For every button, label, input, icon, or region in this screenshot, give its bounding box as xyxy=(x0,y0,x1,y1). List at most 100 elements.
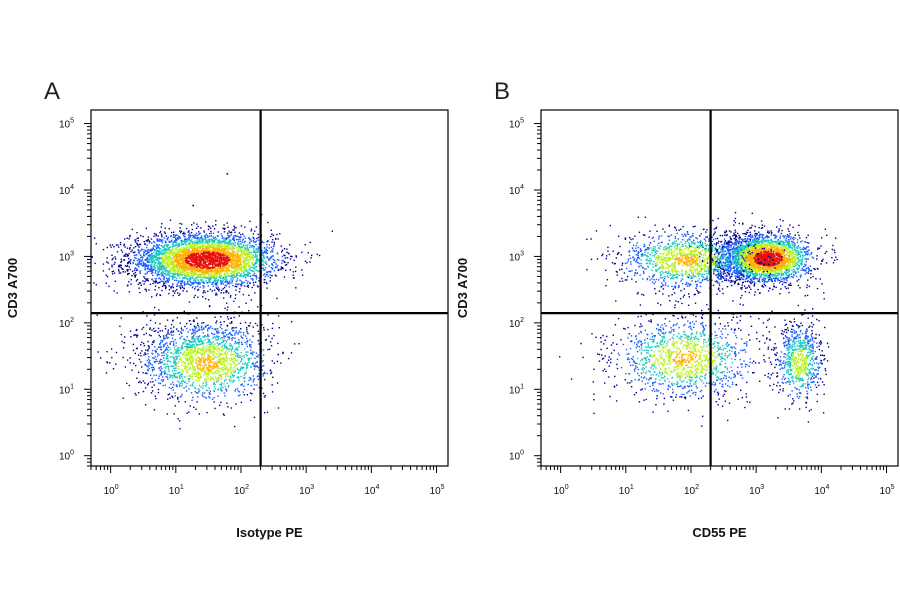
event-dot xyxy=(162,277,165,280)
event-dot xyxy=(282,259,284,262)
event-dot xyxy=(166,252,168,254)
event-dot xyxy=(169,246,172,248)
event-dot xyxy=(214,280,217,283)
event-dot xyxy=(158,334,160,337)
event-dot xyxy=(211,290,213,292)
event-dot xyxy=(165,264,167,266)
event-dot xyxy=(148,240,150,242)
event-dot xyxy=(249,345,251,347)
event-dot xyxy=(238,236,240,238)
event-dot xyxy=(234,332,236,334)
event-dot xyxy=(238,331,240,334)
event-dot xyxy=(201,322,203,324)
event-dot xyxy=(190,284,192,286)
event-dot xyxy=(246,246,249,249)
event-dot xyxy=(178,333,181,336)
event-dot xyxy=(147,236,150,238)
event-dot xyxy=(128,384,130,387)
event-dot xyxy=(226,309,228,311)
event-dot xyxy=(177,260,180,262)
event-dot xyxy=(188,248,190,250)
event-dot xyxy=(230,272,232,275)
event-dot xyxy=(126,247,129,249)
event-dot xyxy=(191,399,193,401)
event-dot xyxy=(242,252,245,255)
event-dot xyxy=(134,271,136,274)
event-dot xyxy=(189,255,192,257)
event-dot xyxy=(161,260,164,262)
event-dot xyxy=(205,259,207,261)
event-dot xyxy=(229,275,231,277)
event-dot xyxy=(143,283,145,285)
event-dot xyxy=(204,235,206,237)
event-dot xyxy=(190,274,193,276)
event-dot xyxy=(224,239,226,241)
event-dot xyxy=(215,256,217,258)
event-dot xyxy=(147,255,149,257)
event-dot xyxy=(155,255,157,257)
event-dot xyxy=(209,392,211,395)
event-dot xyxy=(179,256,181,258)
event-dot xyxy=(263,329,265,331)
event-dot xyxy=(220,247,222,249)
event-dot xyxy=(139,260,141,262)
event-dot xyxy=(298,343,300,345)
event-dot xyxy=(225,280,227,283)
event-dot xyxy=(153,232,156,235)
event-dot xyxy=(188,252,191,255)
event-dot xyxy=(151,343,153,346)
event-dot xyxy=(249,256,251,258)
event-dot xyxy=(218,242,220,244)
event-dot xyxy=(205,389,208,392)
event-dot xyxy=(160,266,162,268)
event-dot xyxy=(261,267,263,269)
event-dot xyxy=(237,265,239,267)
event-dot xyxy=(178,236,180,239)
event-dot xyxy=(163,337,165,339)
event-dot xyxy=(235,260,237,262)
event-dot xyxy=(189,268,191,270)
event-dot xyxy=(213,396,215,399)
event-dot xyxy=(256,265,258,268)
event-dot xyxy=(142,342,145,345)
event-dot xyxy=(250,253,252,256)
event-dot xyxy=(157,346,160,349)
event-dot xyxy=(161,240,163,243)
event-dot xyxy=(249,265,252,267)
event-dot xyxy=(170,327,172,329)
event-dot xyxy=(183,273,186,275)
event-dot xyxy=(172,381,174,384)
event-dot xyxy=(252,282,255,284)
event-dot xyxy=(202,395,204,398)
event-dot xyxy=(196,392,199,394)
event-dot xyxy=(139,272,141,274)
event-dot xyxy=(223,256,225,259)
event-dot xyxy=(180,272,183,274)
event-dot xyxy=(276,360,278,363)
event-dot xyxy=(227,318,230,320)
event-dot xyxy=(181,270,184,272)
event-dot xyxy=(197,324,199,327)
event-dot xyxy=(214,407,216,410)
event-dot xyxy=(228,336,230,338)
event-dot xyxy=(240,247,242,250)
event-dot xyxy=(223,259,225,262)
event-dot xyxy=(169,375,172,378)
event-dot xyxy=(169,397,171,399)
event-dot xyxy=(206,273,208,275)
event-dot xyxy=(214,247,216,249)
event-dot xyxy=(249,281,251,284)
event-dot xyxy=(211,275,213,278)
event-dot xyxy=(179,251,181,253)
event-dot xyxy=(153,384,155,386)
event-dot xyxy=(247,383,249,386)
event-dot xyxy=(183,234,185,236)
event-dot xyxy=(226,246,229,249)
event-dot xyxy=(157,282,159,284)
event-dot xyxy=(145,253,147,256)
event-dot xyxy=(181,329,183,331)
event-dot xyxy=(224,237,227,240)
event-dot xyxy=(153,327,155,330)
event-dot xyxy=(239,250,241,252)
event-dot xyxy=(216,264,218,266)
